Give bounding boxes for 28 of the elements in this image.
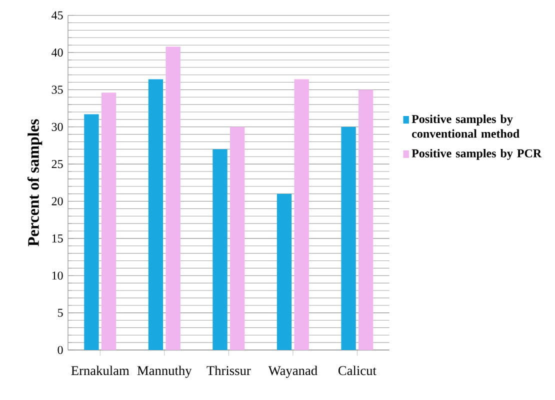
bar xyxy=(101,92,116,350)
y-tick-label: 25 xyxy=(52,160,63,168)
bar xyxy=(148,79,164,350)
bar xyxy=(166,46,180,350)
legend-label: Positive samples by conventional method xyxy=(412,114,520,138)
x-tick-label: Wayanad xyxy=(268,366,318,378)
x-tick-label: Thrissur xyxy=(206,366,251,376)
legend-label: Positive samples by PCR xyxy=(412,148,542,160)
y-tick-label: 5 xyxy=(58,308,63,317)
y-axis-title: Percent of samples xyxy=(27,119,42,246)
bar xyxy=(341,126,356,350)
bar xyxy=(84,114,99,350)
x-tick-label: Ernakulam xyxy=(71,366,130,376)
y-tick-label: 0 xyxy=(58,346,63,354)
y-tick-label: 20 xyxy=(52,197,63,206)
bar xyxy=(358,90,374,350)
y-tick-label: 35 xyxy=(52,86,63,94)
y-tick-label: 30 xyxy=(52,122,63,131)
x-tick-label: Calicut xyxy=(338,366,376,376)
y-tick-label: 10 xyxy=(52,272,63,280)
bar xyxy=(212,149,228,350)
y-tick-label: 40 xyxy=(52,48,63,57)
bar xyxy=(294,79,309,350)
y-tick-label: 45 xyxy=(52,11,63,20)
bar xyxy=(230,126,245,350)
x-tick-label: Mannuthy xyxy=(137,366,192,378)
y-tick-label: 15 xyxy=(52,234,63,242)
bar xyxy=(276,194,292,350)
